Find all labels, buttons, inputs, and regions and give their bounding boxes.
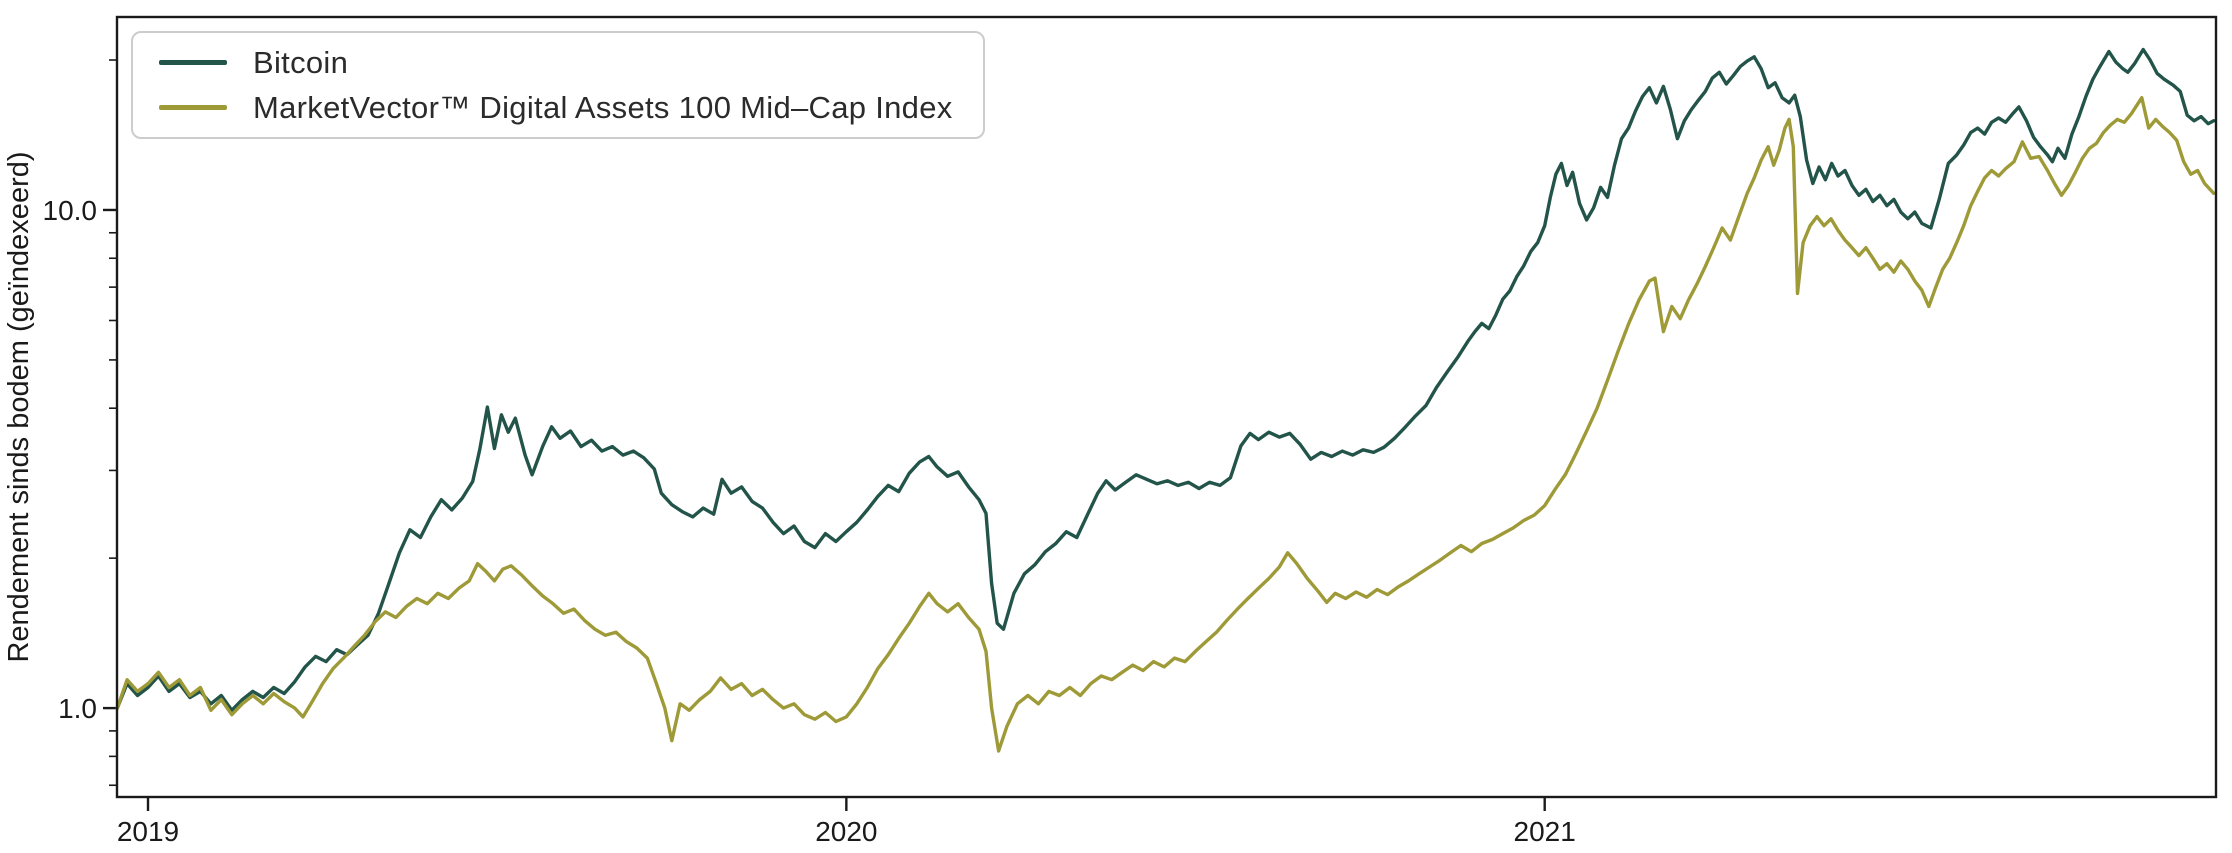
bitcoin-line-swatch	[159, 60, 227, 65]
legend: Bitcoin MarketVector™ Digital Assets 100…	[131, 31, 985, 139]
index-line-swatch	[159, 105, 227, 110]
x-tick-label: 2021	[1514, 816, 1576, 847]
plot-border	[115, 15, 2218, 799]
axis-ticks	[103, 59, 1546, 811]
series-line-index	[115, 95, 2216, 753]
y-tick-label: 10.0	[43, 195, 98, 226]
series-lines	[115, 47, 2216, 753]
legend-label-index: MarketVector™ Digital Assets 100 Mid–Cap…	[253, 89, 953, 125]
y-axis-label: Rendement sinds bodem (geïndexeerd)	[3, 151, 35, 662]
x-tick-label: 2019	[117, 816, 179, 847]
axis-tick-labels: 1.0 10.0 2019 2020 2021	[43, 195, 1576, 847]
legend-label-bitcoin: Bitcoin	[253, 44, 349, 80]
y-tick-label: 1.0	[58, 693, 97, 724]
series-line-bitcoin	[115, 47, 2216, 712]
x-tick-label: 2020	[815, 816, 877, 847]
legend-item-bitcoin: Bitcoin	[159, 40, 953, 85]
legend-item-index: MarketVector™ Digital Assets 100 Mid–Cap…	[159, 85, 953, 130]
